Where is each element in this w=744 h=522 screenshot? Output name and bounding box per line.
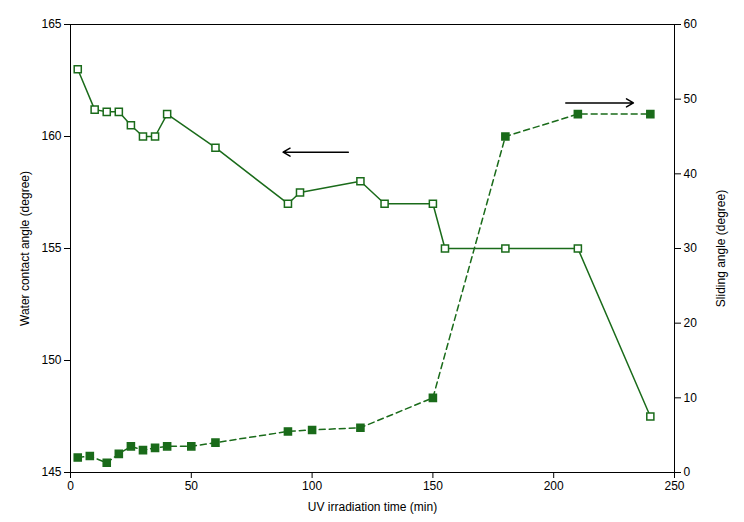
svg-text:150: 150	[41, 353, 61, 367]
svg-text:250: 250	[664, 479, 684, 493]
svg-text:40: 40	[684, 167, 698, 181]
svg-text:150: 150	[423, 479, 443, 493]
svg-text:145: 145	[41, 465, 61, 479]
svg-text:20: 20	[684, 316, 698, 330]
svg-text:0: 0	[684, 465, 691, 479]
svg-text:200: 200	[544, 479, 564, 493]
svg-text:10: 10	[684, 391, 698, 405]
svg-text:155: 155	[41, 241, 61, 255]
svg-text:60: 60	[684, 17, 698, 31]
svg-text:0: 0	[67, 479, 74, 493]
svg-text:50: 50	[185, 479, 199, 493]
svg-text:Water contact angle (degree): Water contact angle (degree)	[18, 171, 32, 326]
svg-text:UV irradiation time (min): UV irradiation time (min)	[308, 500, 437, 514]
svg-text:160: 160	[41, 129, 61, 143]
svg-text:100: 100	[302, 479, 322, 493]
svg-text:30: 30	[684, 241, 698, 255]
svg-text:50: 50	[684, 92, 698, 106]
svg-text:165: 165	[41, 17, 61, 31]
svg-text:Sliding angle (degree): Sliding angle (degree)	[714, 190, 728, 307]
